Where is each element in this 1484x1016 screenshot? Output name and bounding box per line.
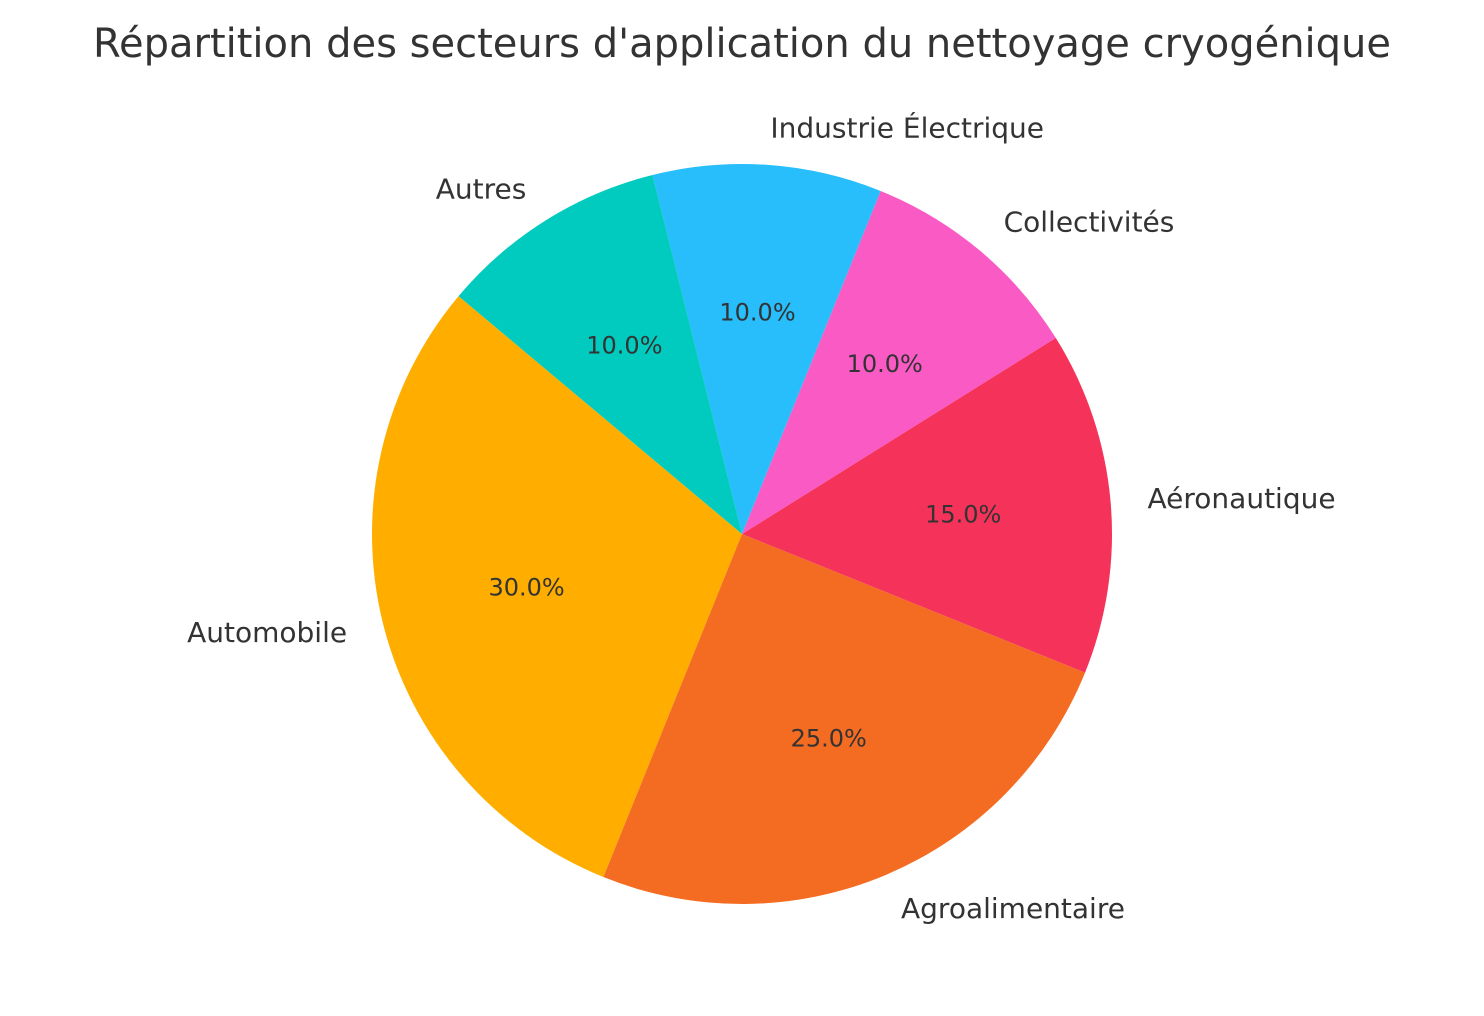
pie-slice-autres [458, 174, 742, 535]
chart-title: Répartition des secteurs d'application d… [93, 21, 1391, 67]
slice-label-agroalimentaire: Agroalimentaire [901, 892, 1125, 925]
pie-slices [371, 163, 1113, 905]
pct-label-autres: 10.0% [586, 332, 662, 360]
slice-label-autres: Autres [436, 172, 527, 205]
pct-label-aeronautique: 15.0% [925, 501, 1001, 529]
pct-label-collectivites: 10.0% [847, 350, 923, 378]
percentage-labels: 30.0% 25.0% 15.0% 10.0% 10.0% 10.0% [488, 299, 1001, 753]
pct-label-agroalimentaire: 25.0% [791, 724, 867, 752]
pie-slice-aeronautique [742, 337, 1113, 673]
pie-slice-collectivites [742, 190, 1056, 534]
pie-slice-agroalimentaire [603, 534, 1086, 905]
slice-label-automobile: Automobile [187, 616, 347, 649]
slice-label-aeronautique: Aéronautique [1148, 482, 1336, 515]
pct-label-industrie-electrique: 10.0% [719, 299, 795, 327]
pie-slice-automobile [371, 296, 742, 878]
slice-label-collectivites: Collectivités [1004, 206, 1175, 239]
slice-labels: Automobile Agroalimentaire Aéronautique Col… [187, 111, 1335, 926]
slice-label-industrie-electrique: Industrie Électrique [770, 111, 1044, 145]
pie-slice-industrie-electrique [652, 163, 881, 534]
pct-label-automobile: 30.0% [488, 574, 564, 602]
